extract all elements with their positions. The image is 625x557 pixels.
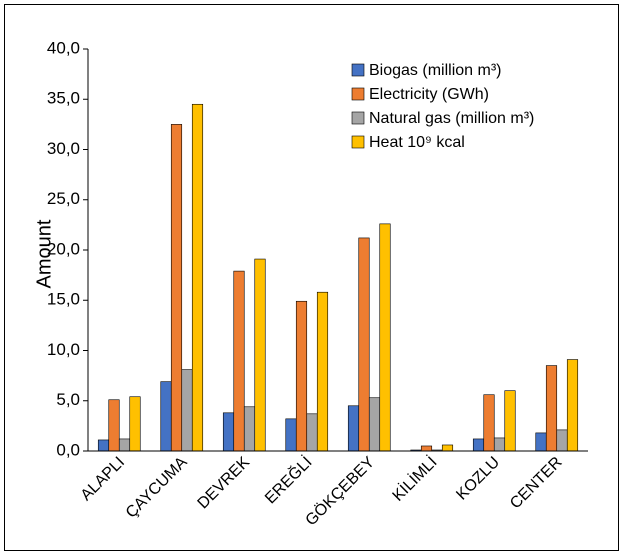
- bar: [295, 300, 308, 452]
- bar: [368, 397, 381, 452]
- x-tick-label: KİLİMLİ: [388, 452, 440, 504]
- chart-frame: 0,0 5,0 10,0 15,0 20,0 25,0 30,0 35,0 40,0 ALAPL…: [4, 4, 619, 551]
- y-axis-label: Amount: [33, 219, 55, 288]
- bar: [285, 418, 297, 452]
- x-tick-label: CENTER: [507, 454, 566, 513]
- bar: [493, 437, 506, 452]
- bar: [472, 438, 485, 452]
- axes: [87, 49, 588, 452]
- bar: [483, 394, 495, 452]
- bar: [191, 103, 204, 452]
- x-tick-label: ÇAYCUMA: [123, 454, 191, 522]
- legend-swatch: [351, 111, 365, 125]
- y-tick-label: 5,0: [56, 390, 80, 409]
- bar: [97, 439, 110, 452]
- y-tick-label: 15,0: [47, 290, 80, 309]
- legend: Biogas (million m³) Electricity (GWh) Natu…: [351, 62, 534, 151]
- bar: [535, 432, 547, 452]
- x-tick-label: DEVREK: [195, 454, 254, 513]
- y-tick-label: 20,0: [47, 239, 80, 258]
- bar: [222, 412, 235, 452]
- bar: [441, 444, 454, 452]
- bar-chart: 0,0 5,0 10,0 15,0 20,0 25,0 30,0 35,0 40,0 ALAPL…: [33, 38, 588, 529]
- bar: [358, 237, 370, 452]
- y-tick-label: 25,0: [47, 189, 80, 208]
- x-tick-label: KOZLU: [453, 454, 503, 504]
- bar: [420, 445, 433, 452]
- bar: [566, 359, 579, 452]
- bars: [97, 103, 579, 452]
- bar: [181, 369, 193, 452]
- legend-swatch: [351, 63, 365, 77]
- y-tick-label: 30,0: [47, 139, 80, 158]
- y-tick-label: 0,0: [56, 440, 80, 459]
- bar: [254, 258, 266, 452]
- bar: [545, 365, 558, 452]
- bar: [316, 291, 329, 452]
- y-tick-label: 40,0: [47, 38, 80, 57]
- x-tick-label: EREĞLİ: [261, 452, 316, 507]
- bar: [108, 399, 120, 452]
- bar: [379, 223, 391, 452]
- bar: [243, 406, 256, 452]
- bar: [306, 413, 318, 452]
- y-axis-ticks: 0,0 5,0 10,0 15,0 20,0 25,0 30,0 35,0 40,0: [47, 38, 88, 459]
- legend-label: Heat 10⁹ kcal: [369, 134, 465, 151]
- y-tick-label: 10,0: [47, 340, 80, 359]
- y-tick-label: 35,0: [47, 89, 80, 108]
- bar: [160, 381, 172, 452]
- legend-label: Biogas (million m³): [369, 62, 501, 79]
- bar: [347, 405, 360, 452]
- bar: [118, 438, 131, 452]
- bar: [170, 124, 183, 452]
- bar: [129, 396, 141, 452]
- bar: [556, 429, 568, 452]
- x-tick-label: ALAPLI: [78, 454, 128, 504]
- legend-swatch: [351, 135, 365, 149]
- bar: [233, 270, 245, 452]
- bar: [504, 390, 516, 452]
- legend-label: Natural gas (million m³): [369, 110, 534, 127]
- legend-swatch: [351, 87, 365, 101]
- legend-label: Electricity (GWh): [369, 86, 489, 103]
